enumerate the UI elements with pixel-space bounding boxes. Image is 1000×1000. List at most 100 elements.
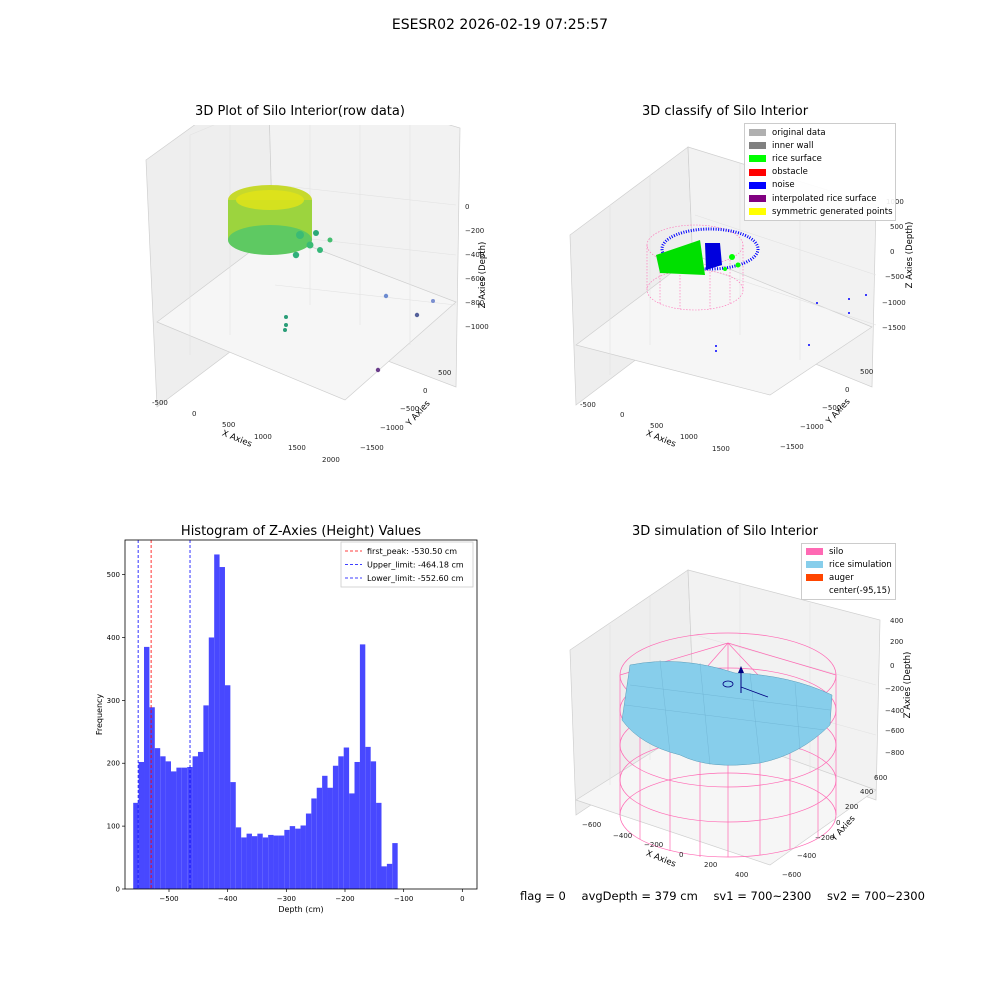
sim-legend-item: center(-95,15) <box>806 584 890 597</box>
classify-legend-item: symmetric generated points <box>749 205 893 218</box>
classify-legend-swatch <box>749 181 766 189</box>
classify-xtick-4: 1500 <box>712 445 730 453</box>
classify-legend-label: original data <box>772 127 826 138</box>
hist-ytick-label: 200 <box>107 760 120 768</box>
classify-legend-swatch <box>749 155 766 163</box>
hist-bar <box>262 837 269 889</box>
hist-bar <box>246 833 252 889</box>
hist-bar <box>154 748 161 889</box>
hist-bar <box>305 813 312 889</box>
classify-zlabel: Z Axies (Depth) <box>905 222 915 289</box>
status-footer: flag = 0 avgDepth = 379 cm sv1 = 700~230… <box>520 889 937 903</box>
hist-ytick-label: 300 <box>107 697 120 705</box>
sim-ztick-0: 400 <box>890 617 903 625</box>
sim-auger <box>722 666 769 698</box>
raw-xtick-0: -500 <box>152 399 168 407</box>
hist-bar <box>170 771 177 889</box>
flag-text: flag = 0 <box>520 889 566 903</box>
hist-bar <box>278 835 285 889</box>
classify-ztick-5: −1500 <box>882 324 906 332</box>
classify-legend-label: obstacle <box>772 167 808 178</box>
sim-legend-label: rice simulation <box>829 559 892 570</box>
hist-bar <box>332 765 339 889</box>
sim-ytick-0: 600 <box>874 774 887 782</box>
sim-legend: silo rice simulation auger center(-95,15) <box>801 543 896 600</box>
hist-legend-label: first_peak: -530.50 cm <box>367 547 457 556</box>
avg-depth-text: avgDepth = 379 cm <box>581 889 698 903</box>
classify-noise-points <box>715 294 867 352</box>
hist-bar <box>354 761 360 889</box>
hist-bar <box>370 761 377 889</box>
hist-bar <box>149 707 155 889</box>
classify-legend-label: interpolated rice surface <box>772 193 877 204</box>
classify-legend: original data inner wall rice surface obsta… <box>744 123 896 221</box>
sim-ytick-6: −600 <box>782 871 801 879</box>
classify-noise-ring <box>660 227 760 271</box>
hist-ytick-label: 400 <box>107 634 120 642</box>
sim-3d-plot: 400 200 0 −200 −400 −600 −800 Z Axies (D… <box>569 569 913 879</box>
sim-legend-label: silo <box>829 546 844 557</box>
hist-xlabel: Depth (cm) <box>278 905 323 914</box>
raw-xtick-3: 1000 <box>254 433 272 441</box>
hist-xtick-label: −200 <box>335 895 354 903</box>
classify-legend-item: inner wall <box>749 139 813 152</box>
classify-legend-swatch <box>749 195 766 203</box>
sv2-text: sv2 = 700~2300 <box>827 889 925 903</box>
sim-ytick-4: −200 <box>815 834 834 842</box>
classify-ytick-4: −1500 <box>780 443 804 451</box>
classify-xtick-3: 1000 <box>680 433 698 441</box>
hist-xtick-label: −300 <box>277 895 296 903</box>
classify-xlabel: X Axies <box>644 429 677 450</box>
sim-ztick-6: −800 <box>885 749 904 757</box>
hist-title: Histogram of Z-Axies (Height) Values <box>180 524 422 539</box>
hist-bar <box>392 843 398 889</box>
sim-rice-surface <box>621 661 833 766</box>
raw-xtick-1: 0 <box>192 410 196 418</box>
sim-ztick-3: −200 <box>885 685 904 693</box>
figure-title: ESESR02 2026-02-19 07:25:57 <box>391 17 609 33</box>
classify-ztick-2: 0 <box>890 248 894 256</box>
hist-bar <box>311 798 317 889</box>
sim-zlabel: Z Axies (Depth) <box>903 652 913 719</box>
classify-legend-swatch <box>749 142 766 150</box>
hist-ytick-label: 0 <box>116 886 120 894</box>
raw-point-cloud <box>228 185 435 373</box>
sim-ztick-2: 0 <box>890 662 894 670</box>
hist-bar <box>376 802 382 889</box>
classify-ztick-1: 500 <box>890 223 903 231</box>
hist-frame <box>124 539 478 890</box>
classify-legend-item: original data <box>749 126 826 139</box>
hist-bar <box>160 756 166 889</box>
histogram-chart: −500 −400 −300 −200 −100 0 0 100 200 300 400 500 Dep… <box>95 539 478 914</box>
hist-legend-label: Lower_limit: -552.60 cm <box>367 574 464 583</box>
classify-xtick-0: -500 <box>580 401 596 409</box>
sim-ytick-5: −400 <box>797 852 816 860</box>
sim-xtick-4: 200 <box>704 861 717 869</box>
sv1-text: sv1 = 700~2300 <box>713 889 812 903</box>
classify-legend-label: symmetric generated points <box>772 206 893 217</box>
classify-silo-wire <box>646 224 744 311</box>
raw-ztick-0: 0 <box>465 203 469 211</box>
sim-legend-item: rice simulation <box>806 558 892 571</box>
classify-ztick-3: −500 <box>885 273 904 281</box>
hist-bar <box>133 802 139 889</box>
raw-ytick-0: 500 <box>438 369 451 377</box>
hist-bar <box>224 685 231 889</box>
sim-legend-swatch <box>806 587 823 594</box>
raw-back-panes <box>145 125 461 408</box>
classify-legend-item: noise <box>749 179 795 192</box>
hist-bar <box>300 825 306 889</box>
classify-legend-swatch <box>749 208 766 216</box>
hist-xtick-label: 0 <box>460 895 464 903</box>
hist-bar <box>203 705 209 889</box>
hist-bar <box>338 756 344 889</box>
classify-xtick-1: 0 <box>620 411 624 419</box>
raw-xtick-5: 2000 <box>322 456 340 464</box>
sim-rice-mesh <box>624 659 831 766</box>
sim-legend-swatch <box>806 561 823 568</box>
raw-ztick-4: −800 <box>465 299 484 307</box>
raw-plot-title: 3D Plot of Silo Interior(row data) <box>195 104 405 119</box>
classify-ytick-2: −500 <box>822 404 841 412</box>
hist-bar <box>268 834 274 889</box>
sim-ztick-4: −400 <box>885 707 904 715</box>
